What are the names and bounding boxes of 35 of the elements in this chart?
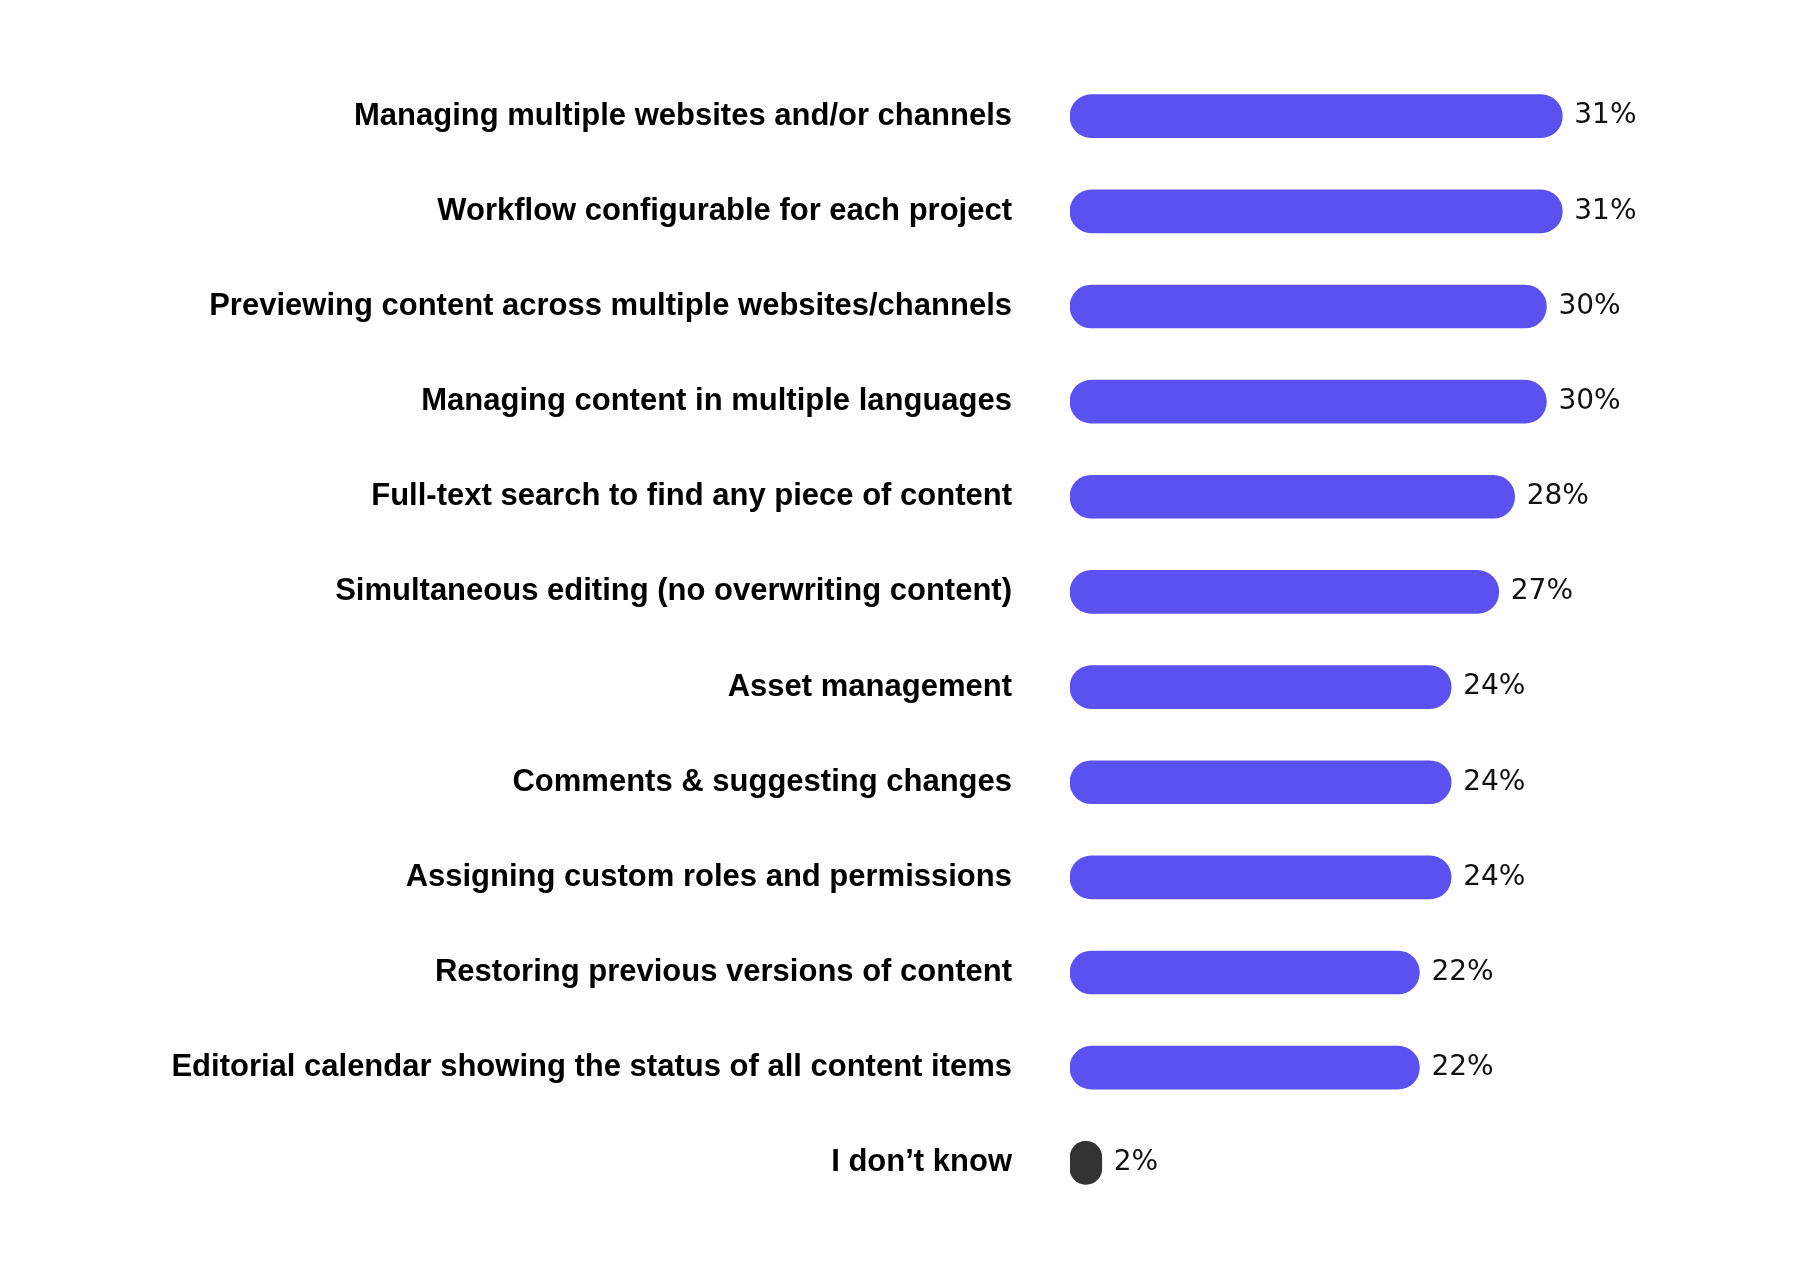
data-label: 30%: [1558, 287, 1621, 321]
y-tick-label: I don’t know: [831, 1143, 1013, 1179]
y-tick-label: Restoring previous versions of content: [434, 953, 1012, 989]
y-tick-label: Assigning custom roles and permissions: [405, 857, 1012, 893]
y-tick-label: Previewing content across multiple websites/channels: [209, 287, 1012, 323]
data-label: 2%: [1113, 1144, 1159, 1178]
bar: [1070, 379, 1547, 424]
y-tick-label: Full-text search to find any piece of content: [371, 477, 1012, 513]
data-label: 30%: [1558, 382, 1621, 416]
data-label: 22%: [1431, 1048, 1494, 1082]
y-tick-label: Workflow configurable for each project: [437, 191, 1012, 227]
bar: [1070, 760, 1452, 805]
data-label: 27%: [1510, 573, 1574, 607]
bar: [1070, 950, 1420, 995]
data-label: 31%: [1574, 97, 1637, 131]
bar: [1070, 665, 1452, 709]
bar: [1070, 474, 1515, 519]
bar: [1070, 1045, 1420, 1090]
y-tick-label: Asset management: [727, 667, 1012, 703]
y-tick-label: Editorial calendar showing the status of all content items: [171, 1048, 1012, 1084]
data-label: 31%: [1574, 192, 1637, 226]
y-tick-label: Managing content in multiple languages: [421, 382, 1012, 418]
bar: [1070, 284, 1547, 329]
data-label: 24%: [1463, 763, 1526, 797]
bar: [1070, 570, 1500, 614]
data-label: 28%: [1526, 478, 1589, 512]
y-tick-label: Simultaneous editing (no overwriting content): [335, 572, 1012, 608]
data-label: 24%: [1463, 668, 1526, 702]
data-label: 24%: [1463, 858, 1526, 892]
y-tick-label: Comments & suggesting changes: [512, 762, 1012, 798]
bar: [1070, 94, 1563, 139]
data-label: 22%: [1431, 953, 1494, 987]
bar: [1070, 189, 1563, 234]
y-tick-label: Managing multiple websites and/or channels: [353, 96, 1012, 132]
bar: [1070, 855, 1452, 900]
